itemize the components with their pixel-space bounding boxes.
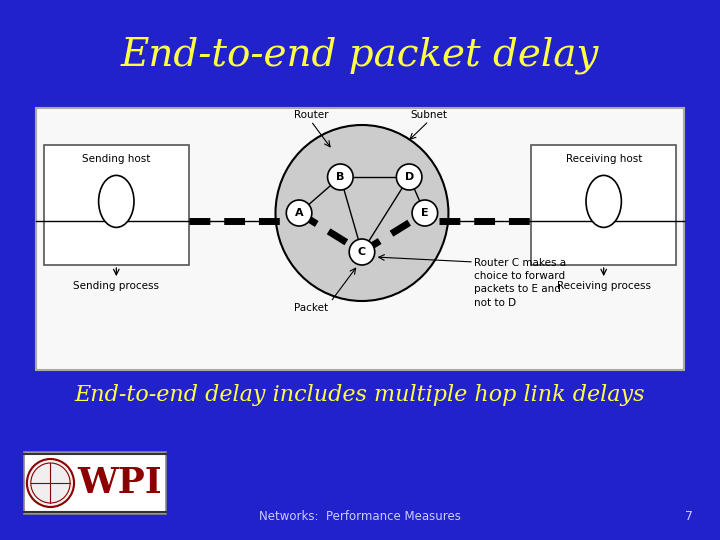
Text: Networks:  Performance Measures: Networks: Performance Measures <box>259 510 461 523</box>
Circle shape <box>412 200 438 226</box>
Text: 7: 7 <box>685 510 693 523</box>
FancyBboxPatch shape <box>531 145 676 265</box>
Ellipse shape <box>99 176 134 227</box>
Ellipse shape <box>586 176 621 227</box>
Text: Receiving host: Receiving host <box>565 154 642 164</box>
Text: Sending process: Sending process <box>73 281 159 291</box>
Text: End-to-end packet delay: End-to-end packet delay <box>121 36 599 74</box>
Text: E: E <box>421 208 428 218</box>
Text: Subnet: Subnet <box>410 110 447 120</box>
Text: Packet: Packet <box>294 303 328 313</box>
Circle shape <box>287 200 312 226</box>
Text: D: D <box>405 172 414 182</box>
Text: WPI: WPI <box>77 466 161 500</box>
Text: B: B <box>336 172 345 182</box>
Circle shape <box>27 459 74 507</box>
Circle shape <box>349 239 374 265</box>
Text: Sending host: Sending host <box>82 154 150 164</box>
FancyBboxPatch shape <box>44 145 189 265</box>
Circle shape <box>396 164 422 190</box>
Circle shape <box>276 125 449 301</box>
Text: A: A <box>294 208 303 218</box>
Text: C: C <box>358 247 366 257</box>
Text: Router: Router <box>294 110 328 120</box>
Text: End-to-end delay includes multiple hop link delays: End-to-end delay includes multiple hop l… <box>75 384 645 406</box>
Text: Router C makes a
choice to forward
packets to E and
not to D: Router C makes a choice to forward packe… <box>474 258 566 308</box>
Text: Receiving process: Receiving process <box>557 281 651 291</box>
Circle shape <box>328 164 353 190</box>
FancyBboxPatch shape <box>24 452 166 514</box>
FancyBboxPatch shape <box>36 108 684 370</box>
